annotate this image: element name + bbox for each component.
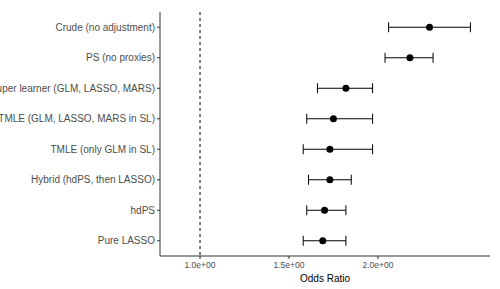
error-cap-lower xyxy=(388,22,389,32)
x-tick-label: 1.0e+00 xyxy=(185,260,216,270)
y-tick xyxy=(157,88,160,89)
y-tick-label: Pure LASSO xyxy=(98,235,155,246)
y-axis-line xyxy=(160,12,161,256)
point xyxy=(326,176,333,183)
reference-line xyxy=(200,12,201,256)
error-bar xyxy=(307,118,373,119)
error-cap-lower xyxy=(306,114,307,124)
error-cap-lower xyxy=(308,175,309,185)
y-tick-label: TMLE (GLM, LASSO, MARS in SL) xyxy=(0,113,155,124)
y-tick-label: Crude (no adjustment) xyxy=(56,22,156,33)
x-tick-label: 2.0e+00 xyxy=(362,260,393,270)
error-bar xyxy=(303,149,372,150)
y-tick xyxy=(157,179,160,180)
y-tick xyxy=(157,118,160,119)
error-cap-upper xyxy=(351,175,352,185)
error-cap-upper xyxy=(372,83,373,93)
error-cap-upper xyxy=(345,236,346,246)
error-cap-upper xyxy=(372,144,373,154)
y-tick xyxy=(157,149,160,150)
chart: 1.0e+00 1.5e+00 2.0e+00 Odds Ratio Crude (no… xyxy=(0,0,500,289)
point xyxy=(319,237,326,244)
y-tick-label: Super learner (GLM, LASSO, MARS) xyxy=(0,83,155,94)
x-tick-label: 1.5e+00 xyxy=(273,260,304,270)
point xyxy=(326,146,333,153)
x-axis-line xyxy=(160,256,490,257)
error-cap-upper xyxy=(345,205,346,215)
plot-area xyxy=(200,12,470,256)
error-cap-upper xyxy=(372,114,373,124)
y-tick xyxy=(157,27,160,28)
point xyxy=(330,115,337,122)
error-cap-lower xyxy=(385,53,386,63)
error-cap-upper xyxy=(470,22,471,32)
point xyxy=(321,207,328,214)
error-cap-upper xyxy=(433,53,434,63)
x-tick xyxy=(288,256,289,259)
y-tick xyxy=(157,240,160,241)
error-cap-lower xyxy=(303,236,304,246)
y-tick-label: Hybrid (hdPS, then LASSO) xyxy=(31,174,155,185)
y-tick xyxy=(157,57,160,58)
x-axis-title: Odds Ratio xyxy=(300,273,350,284)
y-tick xyxy=(157,210,160,211)
x-tick xyxy=(377,256,378,259)
x-tick xyxy=(200,256,201,259)
error-cap-lower xyxy=(306,205,307,215)
point xyxy=(342,85,349,92)
error-cap-lower xyxy=(303,144,304,154)
y-tick-label: hdPS xyxy=(131,205,156,216)
error-cap-lower xyxy=(317,83,318,93)
y-tick-label: PS (no proxies) xyxy=(86,52,155,63)
point xyxy=(406,54,413,61)
y-tick-label: TMLE (only GLM in SL) xyxy=(51,144,155,155)
point xyxy=(426,24,433,31)
